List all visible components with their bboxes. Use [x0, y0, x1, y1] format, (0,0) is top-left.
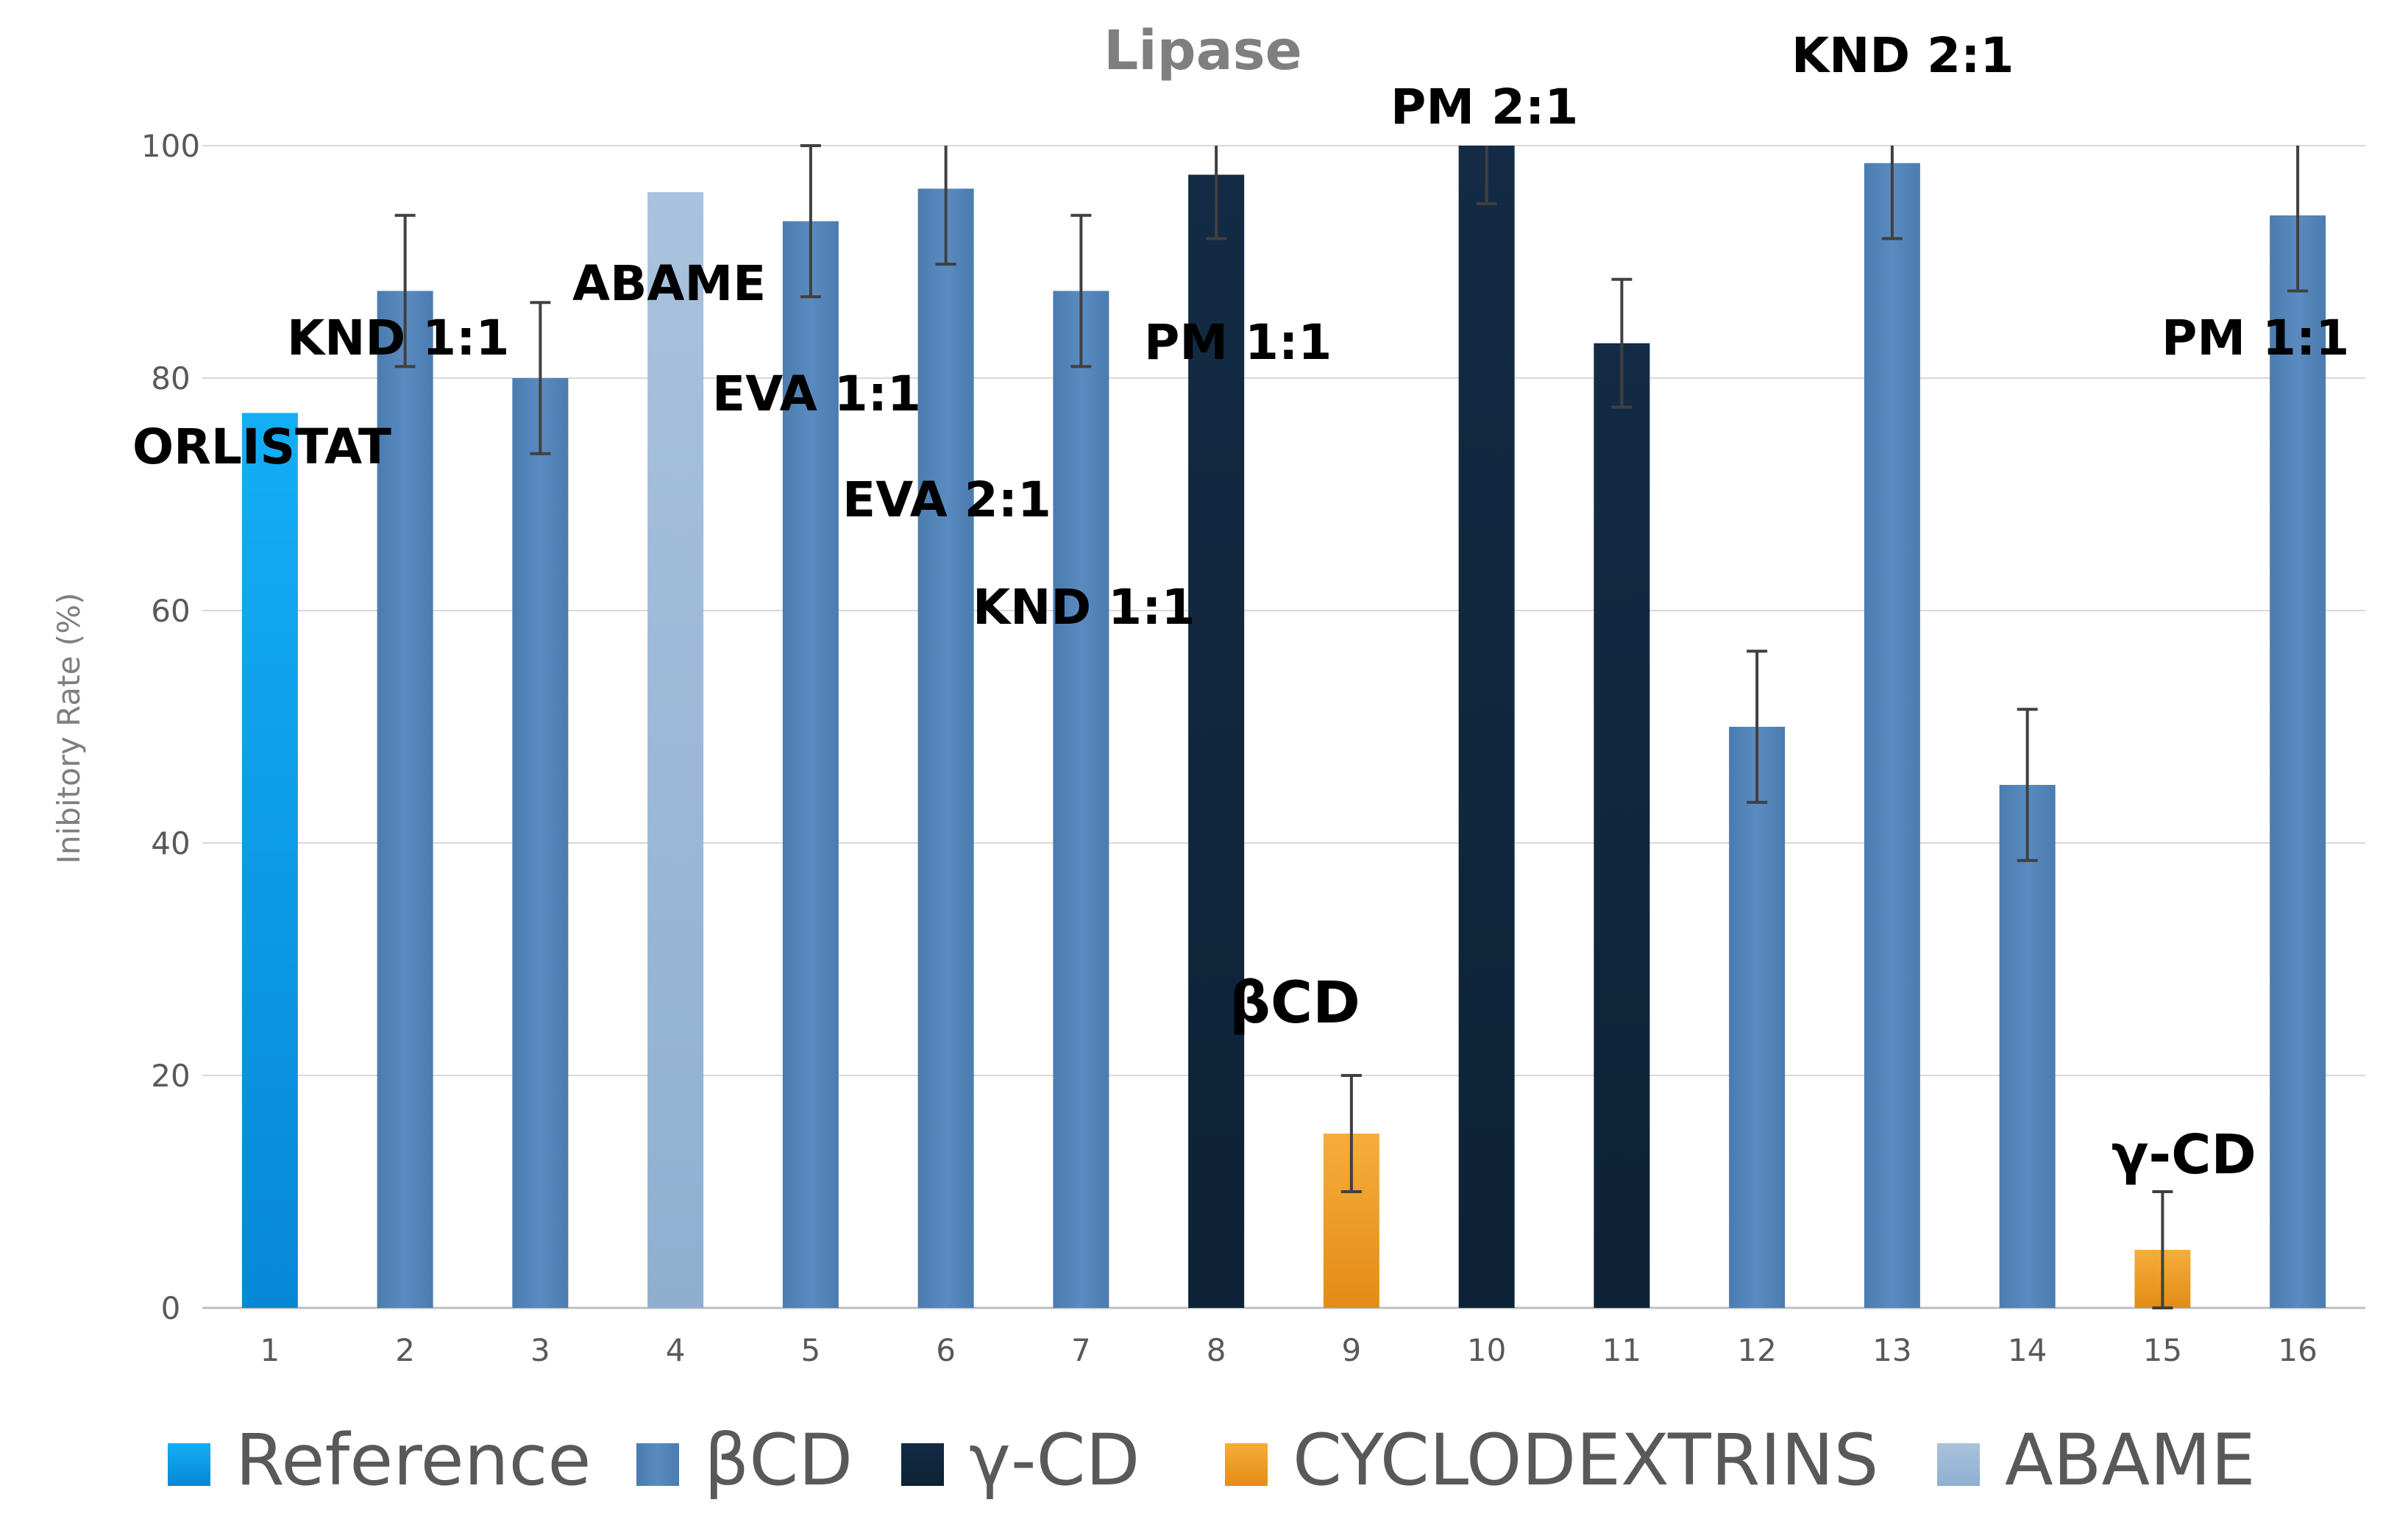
y-tick-label: 60 — [151, 593, 190, 629]
legend: Reference βCD γ-CD CYCLODEXTRINS ABAME — [168, 1419, 2256, 1501]
annotation-knd-2-1: KND 2:1 — [1791, 27, 2014, 84]
y-tick-label: 40 — [151, 825, 190, 861]
annotation-eva-1-1: EVA 1:1 — [712, 366, 921, 422]
legend-swatch — [168, 1443, 210, 1486]
x-tick-label: 16 — [2278, 1332, 2317, 1368]
bar-5 — [782, 221, 839, 1309]
x-tick-label: 8 — [1207, 1332, 1226, 1368]
annotations: ORLISTAT KND 1:1 ABAME EVA 1:1 EVA 2:1 KND 1:… — [132, 27, 2349, 1187]
legend-label: βCD — [704, 1419, 853, 1501]
annotation-abame: ABAME — [572, 255, 766, 312]
x-tick-label: 5 — [801, 1332, 821, 1368]
annotation-orlistat: ORLISTAT — [132, 419, 391, 475]
bar-11 — [1594, 343, 1650, 1309]
bar-13 — [1864, 163, 1920, 1309]
bar-7 — [1053, 291, 1109, 1308]
annotation-eva-2-1: EVA 2:1 — [842, 472, 1051, 528]
annotation-pm-2-1: PM 2:1 — [1391, 79, 1578, 135]
annotation-knd-1-1: KND 1:1 — [287, 310, 509, 366]
bar-14 — [1999, 785, 2056, 1308]
legend-label: ABAME — [2005, 1419, 2256, 1501]
x-tick-label: 11 — [1602, 1332, 1641, 1368]
legend-swatch — [1225, 1443, 1268, 1486]
bar-6 — [917, 188, 974, 1309]
x-tick-label: 14 — [2008, 1332, 2047, 1368]
annotation-pm-1-1: PM 1:1 — [1144, 314, 1332, 371]
bar-10 — [1458, 146, 1515, 1308]
annotation-βcd: βCD — [1229, 970, 1360, 1036]
bar-3 — [512, 378, 569, 1308]
x-tick-label: 12 — [1737, 1332, 1776, 1368]
bar-2 — [377, 291, 433, 1308]
y-axis-label: Inibitory Rate (%) — [51, 593, 87, 864]
y-tick-label: 20 — [151, 1058, 190, 1094]
x-tick-label: 6 — [936, 1332, 956, 1368]
x-tick-label: 3 — [530, 1332, 550, 1368]
bar-12 — [1729, 727, 1786, 1308]
y-tick-label: 100 — [141, 128, 200, 164]
legend-swatch — [1937, 1443, 1980, 1486]
annotation-γ-cd: γ-CD — [2112, 1123, 2256, 1187]
bar-16 — [2270, 215, 2326, 1308]
legend-label: Reference — [235, 1419, 591, 1501]
y-tick-label: 80 — [151, 360, 190, 396]
legend-label: γ-CD — [969, 1419, 1140, 1501]
x-tick-label: 7 — [1071, 1332, 1091, 1368]
x-tick-label: 10 — [1467, 1332, 1506, 1368]
legend-label: CYCLODEXTRINS — [1293, 1419, 1878, 1501]
x-tick-label: 1 — [260, 1332, 280, 1368]
x-tick-label: 4 — [666, 1332, 686, 1368]
bar-1 — [241, 413, 298, 1308]
legend-swatch — [636, 1443, 679, 1486]
annotation-knd-1-1: KND 1:1 — [973, 579, 1195, 636]
annotation-pm-1-1: PM 1:1 — [2162, 310, 2349, 366]
legend-swatch — [901, 1443, 944, 1486]
bars — [241, 146, 2326, 1309]
bar-4 — [647, 192, 704, 1309]
y-tick-label: 0 — [161, 1290, 181, 1326]
error-bars — [394, 144, 2309, 1309]
chart-title: Lipase — [1104, 19, 1302, 82]
x-tick-label: 13 — [1872, 1332, 1911, 1368]
x-tick-label: 9 — [1342, 1332, 1362, 1368]
x-tick-label: 15 — [2143, 1332, 2182, 1368]
bar-8 — [1188, 174, 1245, 1308]
x-tick-label: 2 — [395, 1332, 415, 1368]
